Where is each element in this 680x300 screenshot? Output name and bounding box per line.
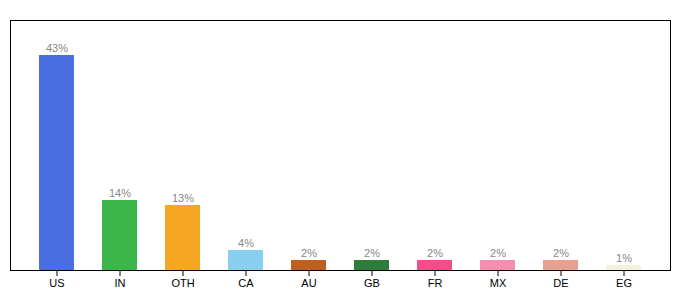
svg-text:2%: 2%	[364, 247, 380, 259]
svg-text:IN: IN	[115, 277, 126, 289]
svg-text:1%: 1%	[616, 252, 632, 264]
svg-text:US: US	[49, 277, 64, 289]
svg-text:43%: 43%	[46, 42, 68, 54]
svg-text:13%: 13%	[172, 192, 194, 204]
svg-text:FR: FR	[428, 277, 443, 289]
svg-text:AU: AU	[301, 277, 316, 289]
svg-text:14%: 14%	[109, 187, 131, 199]
svg-text:4%: 4%	[238, 237, 254, 249]
svg-text:MX: MX	[490, 277, 507, 289]
svg-text:CA: CA	[238, 277, 254, 289]
svg-text:2%: 2%	[301, 247, 317, 259]
svg-text:OTH: OTH	[171, 277, 194, 289]
svg-text:2%: 2%	[427, 247, 443, 259]
svg-text:2%: 2%	[553, 247, 569, 259]
svg-text:GB: GB	[364, 277, 380, 289]
svg-text:2%: 2%	[490, 247, 506, 259]
svg-text:EG: EG	[616, 277, 632, 289]
svg-text:DE: DE	[553, 277, 568, 289]
